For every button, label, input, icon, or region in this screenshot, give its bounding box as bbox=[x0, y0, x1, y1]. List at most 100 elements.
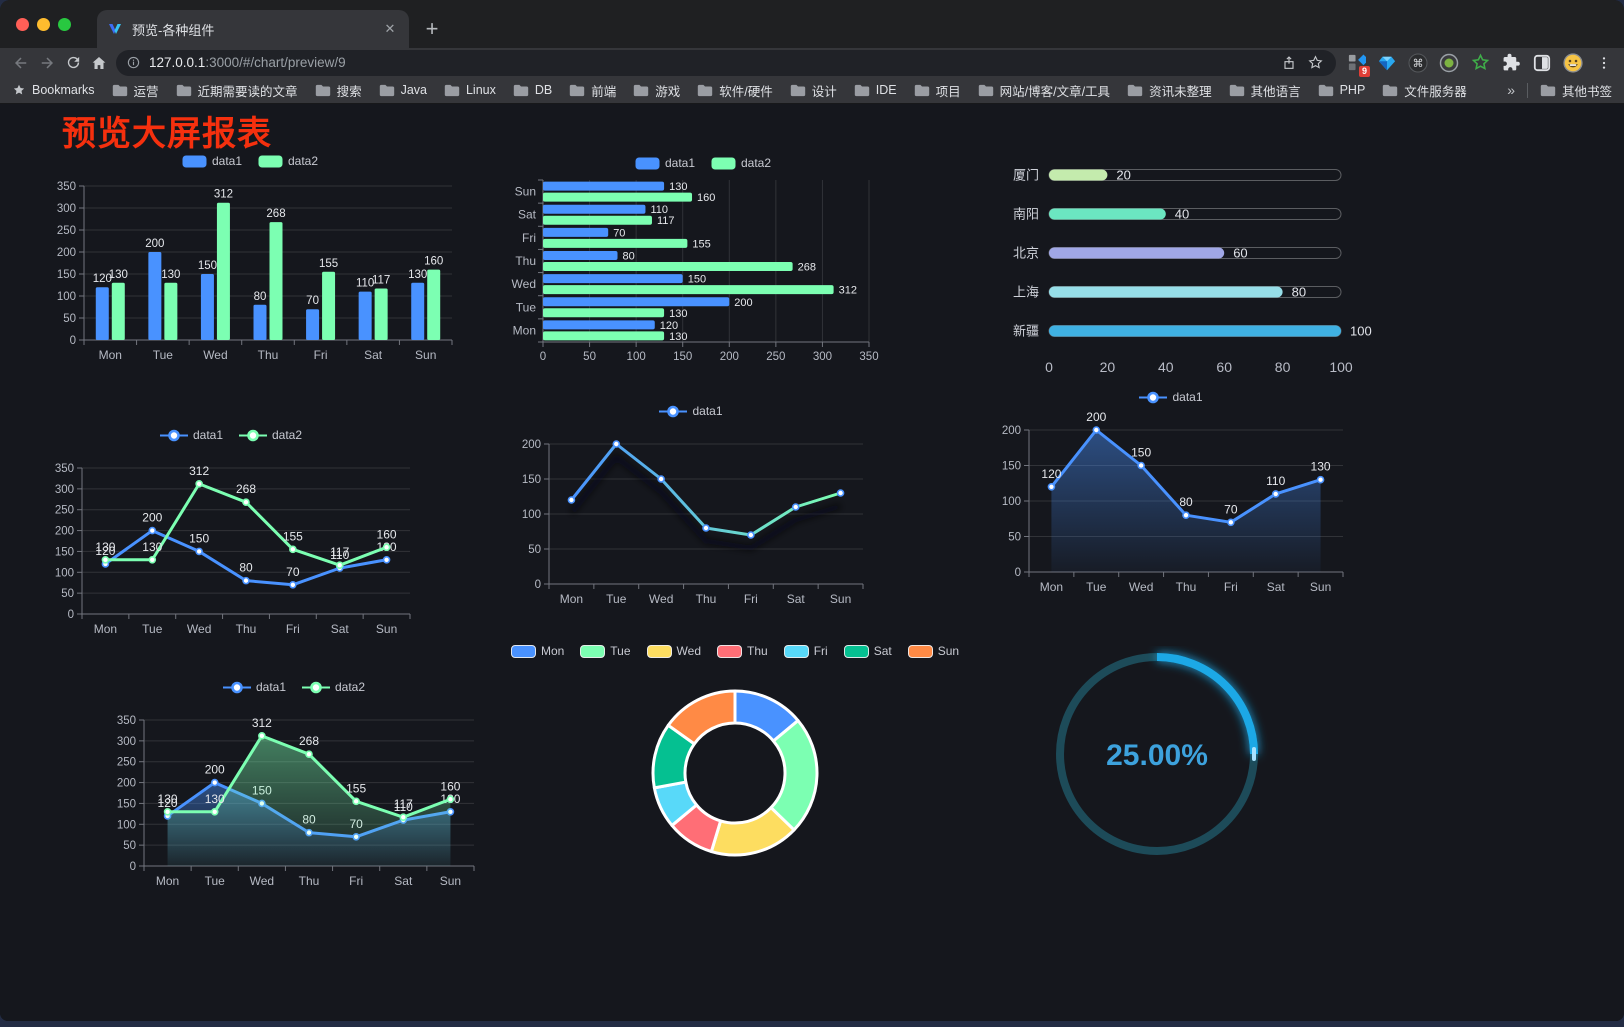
chart-legend: data1 data2 bbox=[222, 678, 365, 696]
chart-grouped-bar: data1 data2 0 50 100 150 200 250 300 350 Mon Tue Wed… bbox=[38, 150, 462, 368]
legend-item[interactable]: Sun bbox=[907, 644, 959, 658]
svg-text:60: 60 bbox=[1216, 359, 1232, 375]
svg-text:Wed: Wed bbox=[649, 592, 673, 606]
svg-text:50: 50 bbox=[1008, 532, 1021, 544]
bookmark-folder[interactable]: 运营 bbox=[112, 81, 159, 100]
forward-button[interactable] bbox=[34, 51, 60, 75]
bookmark-folder[interactable]: 资讯未整理 bbox=[1127, 81, 1212, 100]
svg-text:312: 312 bbox=[189, 464, 209, 478]
bookmark-folder[interactable]: 其他语言 bbox=[1229, 81, 1301, 100]
bookmark-folder[interactable]: 软件/硬件 bbox=[697, 81, 773, 100]
browser-tab[interactable]: 预览-各种组件 ✕ bbox=[97, 10, 409, 48]
svg-text:Sun: Sun bbox=[415, 348, 436, 362]
svg-text:Thu: Thu bbox=[258, 348, 279, 362]
svg-text:0: 0 bbox=[540, 351, 546, 363]
bookmark-folder[interactable]: 网站/博客/文章/工具 bbox=[978, 81, 1110, 100]
back-button[interactable] bbox=[8, 51, 34, 75]
command-extension-icon[interactable]: ⌘ bbox=[1406, 51, 1430, 75]
close-window-button[interactable] bbox=[16, 17, 29, 31]
green-star-extension-icon[interactable] bbox=[1468, 51, 1492, 75]
extensions-puzzle-icon[interactable] bbox=[1499, 51, 1523, 75]
svg-text:268: 268 bbox=[299, 734, 319, 748]
svg-text:130: 130 bbox=[142, 540, 162, 554]
bookmark-folder[interactable]: IDE bbox=[854, 83, 897, 97]
svg-text:117: 117 bbox=[330, 545, 349, 559]
bookmarks-overflow-chevron[interactable]: » bbox=[1507, 82, 1515, 98]
legend-item[interactable]: data2 bbox=[258, 154, 318, 168]
profile-avatar[interactable] bbox=[1561, 51, 1585, 75]
legend-item[interactable]: Thu bbox=[717, 644, 768, 658]
legend-item[interactable]: data2 bbox=[302, 680, 365, 694]
kebab-menu-icon[interactable] bbox=[1592, 51, 1616, 75]
svg-text:40: 40 bbox=[1158, 359, 1174, 375]
svg-text:300: 300 bbox=[55, 484, 74, 496]
svg-text:250: 250 bbox=[57, 225, 76, 237]
bookmarks-root[interactable]: Bookmarks bbox=[12, 83, 95, 97]
legend-item[interactable]: data1 bbox=[659, 404, 723, 418]
svg-text:100: 100 bbox=[627, 351, 646, 363]
folder-icon bbox=[634, 84, 649, 96]
dark-mode-extension-icon[interactable] bbox=[1530, 51, 1554, 75]
bookmark-folder[interactable]: 搜索 bbox=[315, 81, 362, 100]
other-bookmarks-folder[interactable]: 其他书签 bbox=[1540, 81, 1612, 100]
bookmark-folder[interactable]: DB bbox=[513, 83, 552, 97]
svg-text:Sat: Sat bbox=[331, 622, 350, 636]
svg-text:120: 120 bbox=[1041, 467, 1061, 481]
svg-text:150: 150 bbox=[189, 531, 209, 545]
svg-text:160: 160 bbox=[440, 779, 460, 793]
svg-text:130: 130 bbox=[161, 269, 180, 281]
bookmark-folder[interactable]: Linux bbox=[444, 83, 496, 97]
svg-text:Fri: Fri bbox=[314, 348, 328, 362]
legend-item[interactable]: data1 bbox=[635, 156, 695, 170]
svg-text:200: 200 bbox=[117, 778, 136, 790]
svg-text:250: 250 bbox=[117, 757, 136, 769]
svg-text:50: 50 bbox=[528, 544, 541, 556]
url-text[interactable]: 127.0.0.1:3000/#/chart/preview/9 bbox=[149, 55, 1276, 70]
svg-text:70: 70 bbox=[306, 295, 319, 307]
bookmark-star-icon[interactable] bbox=[1302, 51, 1328, 75]
legend-item[interactable]: Wed bbox=[646, 644, 701, 658]
share-icon[interactable] bbox=[1276, 51, 1302, 75]
blocker-extension-icon[interactable]: 9 bbox=[1344, 51, 1370, 77]
svg-text:Thu: Thu bbox=[236, 622, 257, 636]
reload-button[interactable] bbox=[60, 51, 86, 75]
legend-item[interactable]: data1 bbox=[1139, 390, 1203, 404]
gem-extension-icon[interactable] bbox=[1375, 51, 1399, 75]
bookmark-folder[interactable]: 前端 bbox=[569, 81, 616, 100]
legend-item[interactable]: Tue bbox=[580, 644, 631, 658]
new-tab-button[interactable]: + bbox=[425, 16, 439, 41]
bookmark-folder[interactable]: Java bbox=[379, 83, 427, 97]
legend-item[interactable]: data2 bbox=[239, 428, 302, 442]
legend-item[interactable]: data1 bbox=[182, 154, 242, 168]
bookmark-folder[interactable]: PHP bbox=[1318, 83, 1365, 97]
bookmark-folder[interactable]: 项目 bbox=[914, 81, 961, 100]
bookmark-folder[interactable]: 设计 bbox=[790, 81, 837, 100]
svg-text:130: 130 bbox=[669, 331, 687, 343]
legend-item[interactable]: Sat bbox=[843, 644, 892, 658]
recorder-extension-icon[interactable] bbox=[1437, 51, 1461, 75]
svg-text:110: 110 bbox=[356, 278, 374, 290]
legend-item[interactable]: Mon bbox=[510, 644, 564, 658]
svg-text:160: 160 bbox=[424, 256, 443, 268]
home-button[interactable] bbox=[86, 51, 112, 75]
svg-text:130: 130 bbox=[205, 792, 225, 806]
site-info-icon[interactable] bbox=[126, 55, 141, 70]
bookmark-folder[interactable]: 近期需要读的文章 bbox=[176, 81, 298, 100]
bookmark-folder[interactable]: 游戏 bbox=[633, 81, 680, 100]
svg-text:50: 50 bbox=[123, 840, 136, 852]
legend-item[interactable]: data1 bbox=[222, 680, 286, 694]
svg-text:117: 117 bbox=[372, 275, 390, 287]
minimize-window-button[interactable] bbox=[37, 17, 50, 31]
svg-text:200: 200 bbox=[55, 526, 74, 538]
address-bar[interactable]: 127.0.0.1:3000/#/chart/preview/9 bbox=[116, 49, 1336, 76]
legend-item[interactable]: data2 bbox=[711, 156, 771, 170]
traffic-lights bbox=[0, 0, 85, 48]
tab-close-icon[interactable]: ✕ bbox=[384, 21, 396, 36]
chart-canvas: 25.00% bbox=[1056, 653, 1258, 855]
legend-item[interactable]: Fri bbox=[783, 644, 828, 658]
zoom-window-button[interactable] bbox=[58, 17, 71, 31]
chart-legend: Mon Tue Wed Thu Fri Sat Sun bbox=[510, 642, 959, 660]
bookmark-folder[interactable]: 文件服务器 bbox=[1382, 81, 1467, 100]
legend-item[interactable]: data1 bbox=[159, 428, 223, 442]
